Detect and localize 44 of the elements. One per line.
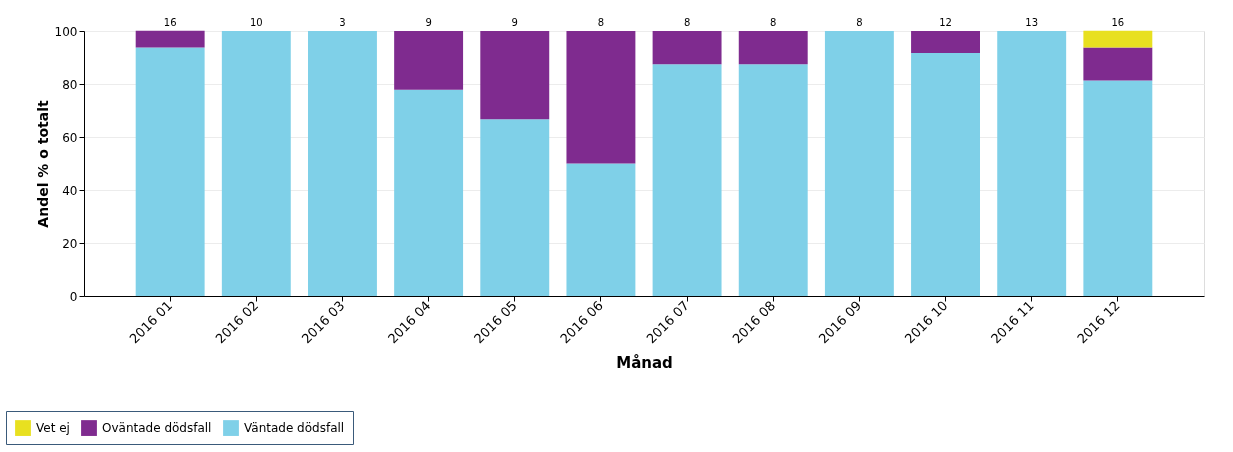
y-tick-label: 40 bbox=[62, 183, 78, 198]
annotation: 3 bbox=[339, 17, 346, 28]
legend-label: Vet ej bbox=[36, 421, 70, 436]
bar bbox=[394, 89, 464, 296]
annotation: 8 bbox=[597, 17, 605, 28]
bar bbox=[1083, 30, 1153, 48]
bar bbox=[221, 31, 291, 296]
y-tick-label: 20 bbox=[62, 236, 78, 251]
bar bbox=[394, 31, 464, 90]
bar bbox=[652, 64, 722, 296]
annotation: 9 bbox=[425, 17, 432, 28]
bar bbox=[738, 31, 808, 65]
annotation: 9 bbox=[511, 17, 518, 28]
annotation: 13 bbox=[1025, 17, 1039, 28]
y-tick-label: 60 bbox=[62, 130, 78, 145]
bar bbox=[135, 47, 205, 296]
bar bbox=[824, 31, 894, 296]
y-tick-label: 80 bbox=[62, 77, 78, 92]
bar bbox=[1083, 47, 1153, 81]
annotation: 8 bbox=[856, 17, 863, 28]
bar bbox=[652, 31, 722, 65]
annotation: 16 bbox=[163, 17, 177, 28]
bar bbox=[480, 31, 550, 120]
bar bbox=[135, 30, 205, 48]
bar bbox=[738, 64, 808, 296]
bar bbox=[911, 52, 980, 296]
annotation: 8 bbox=[770, 17, 777, 28]
annotation: 10 bbox=[249, 17, 263, 28]
legend-label: Oväntade dödsfall bbox=[102, 421, 212, 436]
bar bbox=[911, 31, 980, 53]
annotation: 12 bbox=[939, 17, 952, 28]
y-tick-label: 0 bbox=[69, 289, 78, 304]
y-tick-label: 100 bbox=[54, 24, 78, 39]
y-axis-title: Andel % o totalt bbox=[34, 100, 51, 228]
x-axis-title: Månad bbox=[616, 354, 673, 373]
bar bbox=[480, 119, 550, 296]
bar bbox=[566, 31, 636, 164]
annotation: 16 bbox=[1111, 17, 1125, 28]
annotation: 8 bbox=[683, 17, 691, 28]
bar bbox=[1083, 80, 1153, 296]
bar bbox=[997, 31, 1067, 296]
bar bbox=[308, 31, 377, 296]
legend-label: Väntade dödsfall bbox=[244, 421, 345, 436]
bar bbox=[566, 163, 636, 296]
